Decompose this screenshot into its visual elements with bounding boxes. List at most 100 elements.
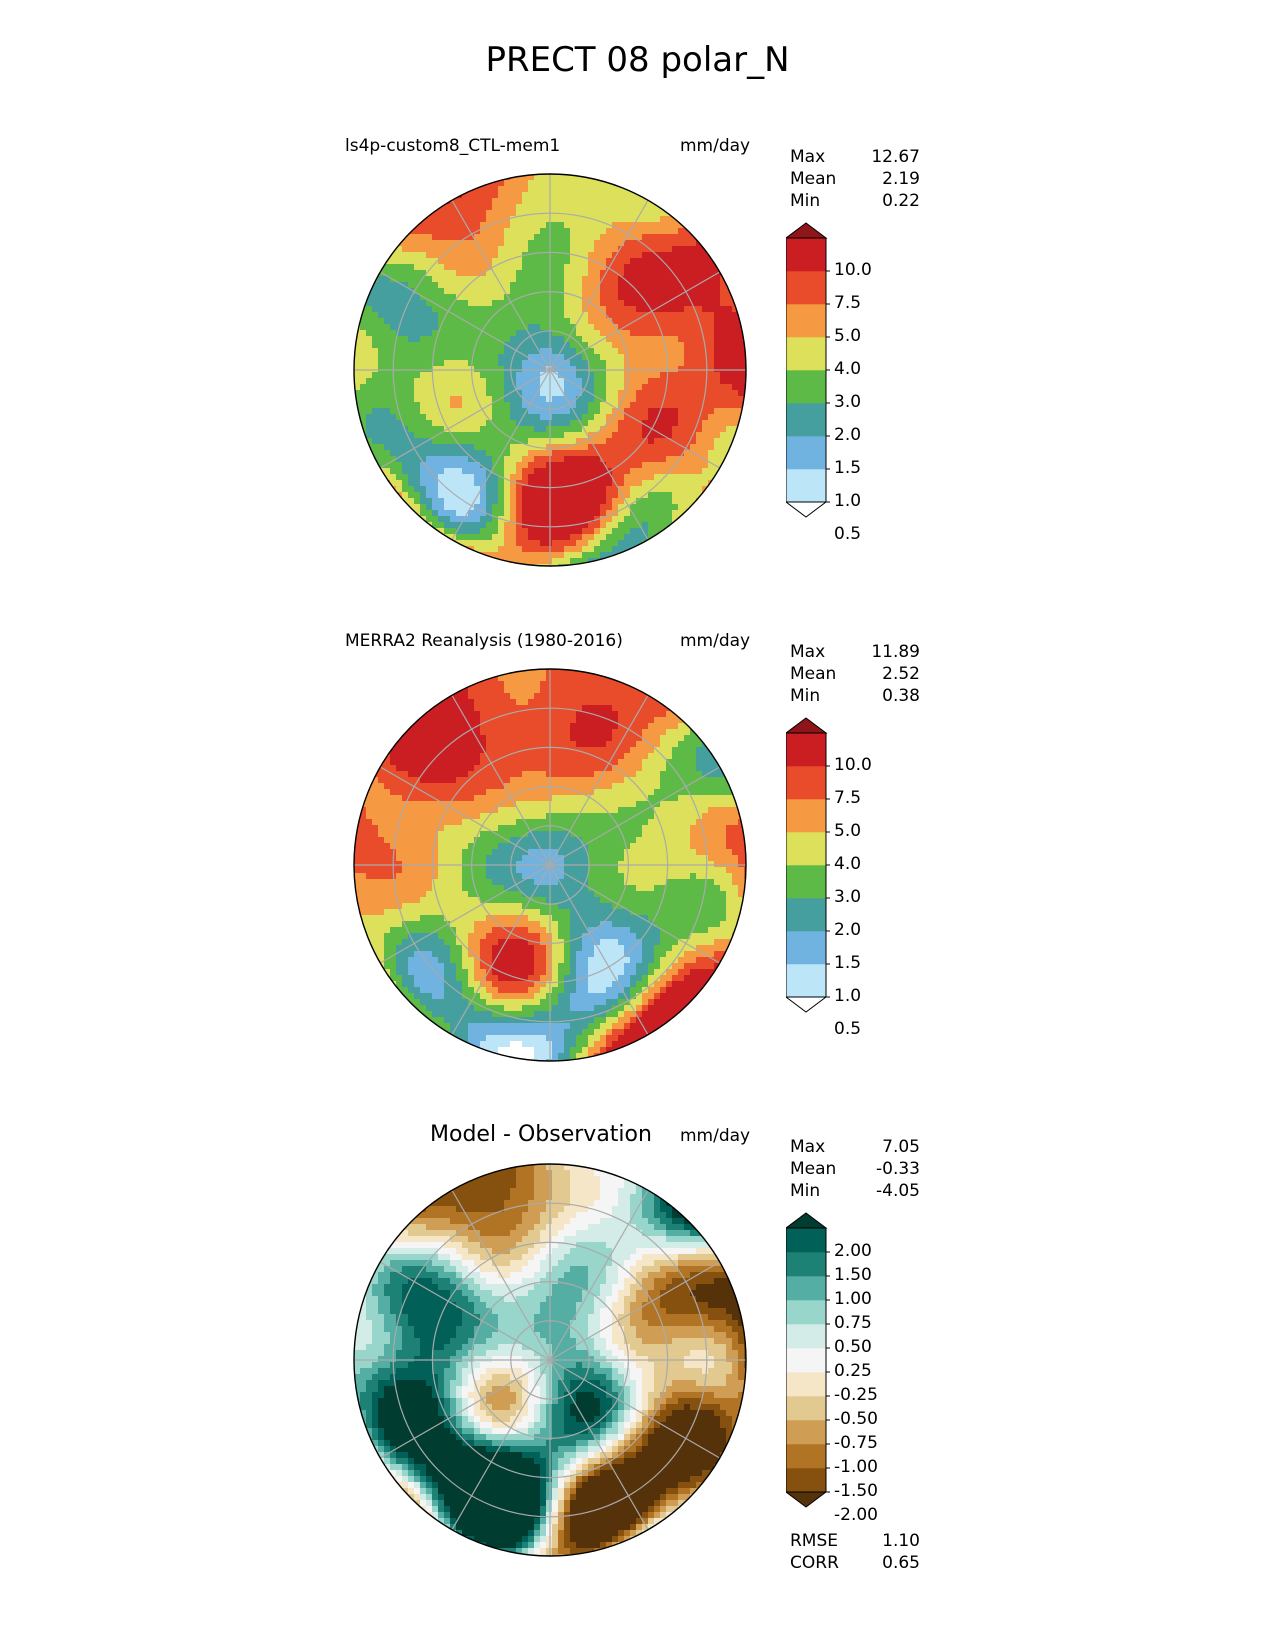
map-cell (510, 186, 517, 193)
map-cell (726, 426, 733, 433)
map-cell (582, 789, 589, 796)
map-cell (648, 819, 655, 826)
map-cell (480, 504, 487, 511)
map-cell (564, 789, 571, 796)
map-cell (654, 222, 661, 229)
map-cell (588, 492, 595, 499)
map-cell (582, 681, 589, 688)
map-cell (660, 396, 667, 403)
map-cell (696, 444, 703, 451)
map-cell (432, 711, 439, 718)
map-cell (546, 426, 553, 433)
map-cell (594, 258, 601, 265)
map-cell (618, 675, 625, 682)
map-cell (462, 204, 469, 211)
map-cell (498, 300, 505, 307)
map-cell (600, 312, 607, 319)
map-cell (630, 252, 637, 259)
map-cell (612, 366, 619, 373)
map-cell (510, 234, 517, 241)
map-cell (636, 474, 643, 481)
map-cell (492, 378, 499, 385)
map-cell (582, 210, 589, 217)
map-cell (654, 723, 661, 730)
map-cell (462, 312, 469, 319)
map-cell (684, 741, 691, 748)
map-cell (462, 474, 469, 481)
map-cell (414, 420, 421, 427)
map-cell (588, 222, 595, 229)
map-cell (546, 825, 553, 832)
map-cell (378, 753, 385, 760)
map-cell (402, 735, 409, 742)
map-cell (732, 336, 739, 343)
map-cell (684, 384, 691, 391)
map-cell (666, 252, 673, 259)
map-cell (672, 438, 679, 445)
map-cell (426, 795, 433, 802)
map-cell (396, 366, 403, 373)
map-cell (624, 759, 631, 766)
map-cell (534, 510, 541, 517)
map-cell (588, 516, 595, 523)
map-cell (564, 432, 571, 439)
map-cell (396, 801, 403, 808)
map-cell (672, 801, 679, 808)
map-cell (648, 240, 655, 247)
map-cell (612, 282, 619, 289)
map-cell (528, 390, 535, 397)
map-cell (630, 753, 637, 760)
map-cell (510, 348, 517, 355)
map-cell (636, 240, 643, 247)
map-cell (558, 711, 565, 718)
map-cell (708, 765, 715, 772)
map-cell (558, 276, 565, 283)
map-cell (408, 258, 415, 265)
map-cell (690, 318, 697, 325)
map-cell (528, 366, 535, 373)
map-cell (708, 420, 715, 427)
map-cell (546, 294, 553, 301)
map-cell (642, 735, 649, 742)
map-cell (582, 234, 589, 241)
map-cell (402, 456, 409, 463)
map-cell (708, 282, 715, 289)
map-cell (702, 777, 709, 784)
map-cell (558, 180, 565, 187)
map-cell (402, 372, 409, 379)
map-cell (690, 366, 697, 373)
map-cell (444, 270, 451, 277)
map-cell (486, 474, 493, 481)
map-cell (372, 282, 379, 289)
map-cell (546, 510, 553, 517)
map-cell (522, 222, 529, 229)
map-cell (618, 402, 625, 409)
map-cell (552, 492, 559, 499)
map-cell (474, 390, 481, 397)
map-cell (600, 504, 607, 511)
map-cell (558, 807, 565, 814)
map-cell (594, 252, 601, 259)
map-cell (552, 450, 559, 457)
map-cell (456, 318, 463, 325)
map-cell (534, 801, 541, 808)
map-cell (456, 783, 463, 790)
map-cell (516, 504, 523, 511)
map-cell (630, 705, 637, 712)
map-cell (456, 753, 463, 760)
map-cell (588, 318, 595, 325)
map-cell (402, 312, 409, 319)
map-cell (528, 342, 535, 349)
map-cell (666, 360, 673, 367)
map-cell (672, 795, 679, 802)
map-cell (684, 426, 691, 433)
map-cell (528, 426, 535, 433)
map-cell (600, 729, 607, 736)
map-cell (444, 294, 451, 301)
map-cell (570, 783, 577, 790)
map-cell (660, 408, 667, 415)
map-cell (552, 717, 559, 724)
map-cell (588, 747, 595, 754)
map-cell (726, 414, 733, 421)
map-cell (732, 312, 739, 319)
